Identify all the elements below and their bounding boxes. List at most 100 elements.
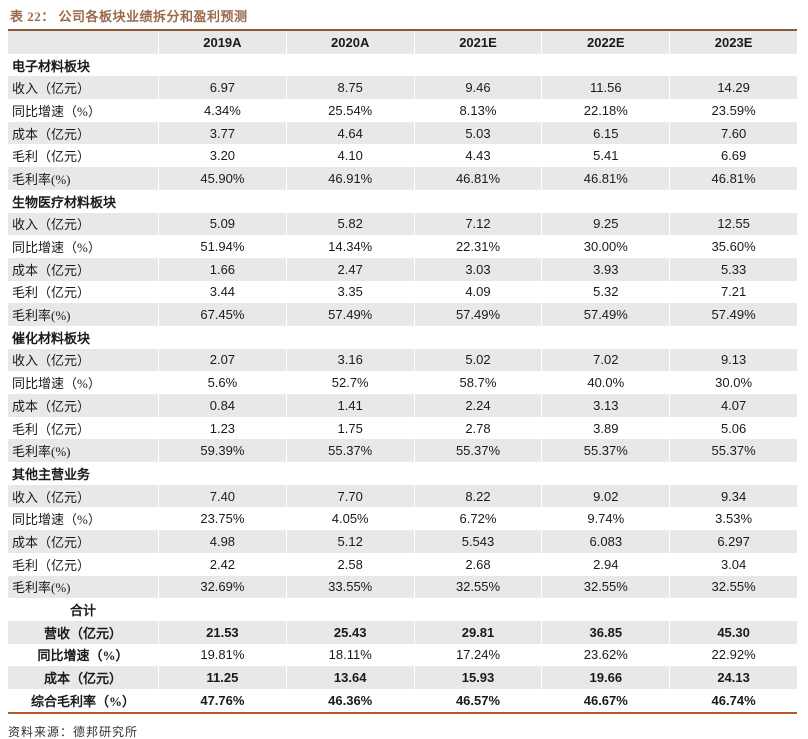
value-cell: 7.02 [541, 348, 670, 372]
value-cell: 6.72% [413, 507, 542, 531]
value-cell: 7.60 [669, 121, 797, 145]
value-cell: 12.55 [669, 212, 797, 236]
empty-cell [413, 598, 542, 621]
section-header-label: 其他主营业务 [8, 462, 797, 485]
value-cell: 6.15 [541, 121, 670, 145]
value-cell: 8.22 [413, 484, 542, 508]
value-cell: 57.49% [285, 303, 414, 326]
total-value-cell: 13.64 [285, 666, 414, 689]
row-label-cell: 毛利（亿元） [12, 421, 91, 437]
section-header-row: 生物医疗材料板块 [8, 189, 797, 213]
value-cell: 5.33 [669, 257, 797, 281]
empty-cell [669, 598, 797, 621]
section-header-label: 生物医疗材料板块 [8, 189, 797, 213]
value-cell: 3.77 [158, 121, 286, 145]
section-header-row: 催化材料板块 [8, 325, 797, 349]
table-row: 同比增速（%） 5.6% 52.7% 58.7% 40.0% 30.0% [8, 371, 797, 394]
value-cell: 5.12 [285, 530, 414, 553]
value-cell: 3.16 [285, 348, 414, 372]
row-label-cell: 毛利率(%) [8, 439, 158, 463]
total-value-cell: 23.62% [541, 643, 669, 667]
value-cell: 14.29 [669, 76, 797, 100]
row-label-cell: 收入（亿元） [8, 484, 158, 508]
table-row: 收入（亿元） 5.09 5.82 7.12 9.25 12.55 [8, 212, 797, 236]
value-cell: 4.98 [158, 530, 286, 553]
value-cell: 55.37% [541, 439, 670, 463]
row-label-cell: 毛利（亿元） [12, 149, 91, 165]
total-row-label-cell: 成本（亿元） [8, 666, 158, 689]
total-value-cell: 46.67% [541, 688, 669, 712]
table-row: 收入（亿元） 7.40 7.70 8.22 9.02 9.34 [8, 484, 797, 508]
table-row: 收入（亿元） 2.07 3.16 5.02 7.02 9.13 [8, 348, 797, 372]
row-label-cell: 成本（亿元） [8, 121, 158, 145]
value-cell: 1.23 [158, 416, 286, 440]
value-cell: 23.59% [669, 99, 797, 122]
table-row: 毛利（亿元） 3.20 4.10 4.43 5.41 6.69 [8, 144, 797, 168]
table-row: 同比增速（%） 4.34% 25.54% 8.13% 22.18% 23.59% [8, 99, 797, 122]
value-cell: 5.82 [285, 212, 414, 236]
value-cell: 5.09 [158, 212, 286, 236]
value-cell: 7.70 [285, 484, 414, 508]
value-cell: 2.07 [158, 348, 286, 372]
value-cell: 3.93 [541, 257, 670, 281]
value-cell: 7.40 [158, 484, 286, 508]
section-header-row: 其他主营业务 [8, 462, 797, 485]
section-header-row: 电子材料板块 [8, 53, 797, 77]
total-value-cell: 46.57% [413, 688, 542, 712]
table-row: 同比增速（%） 23.75% 4.05% 6.72% 9.74% 3.53% [8, 507, 797, 531]
year-header-2023e: 2023E [669, 31, 797, 54]
value-cell: 4.10 [285, 144, 414, 168]
table-row: 成本（亿元） 3.77 4.64 5.03 6.15 7.60 [8, 121, 797, 145]
row-label-cell: 毛利（亿元） [12, 285, 91, 301]
value-cell: 6.083 [541, 530, 670, 553]
value-cell: 5.32 [541, 280, 669, 304]
value-cell: 33.55% [285, 575, 414, 599]
value-cell: 32.55% [541, 575, 670, 599]
value-cell: 9.25 [541, 212, 670, 236]
table-row: 成本（亿元） 1.66 2.47 3.03 3.93 5.33 [8, 257, 797, 281]
value-cell: 32.55% [669, 575, 797, 599]
row-label-cell: 同比增速（%） [12, 103, 101, 119]
value-cell: 57.49% [669, 303, 797, 326]
value-cell: 57.49% [541, 303, 670, 326]
value-cell: 55.37% [285, 439, 414, 463]
row-label-cell: 收入（亿元） [8, 348, 158, 372]
source-note: 资料来源：德邦研究所 [8, 724, 139, 739]
row-label-cell: 同比增速（%） [12, 376, 101, 392]
total-value-cell: 46.74% [669, 688, 797, 712]
total-row-label-cell: 同比增速（%） [37, 648, 129, 664]
row-label-cell: 同比增速（%） [12, 240, 101, 256]
total-value-cell: 19.66 [541, 666, 670, 689]
value-cell: 9.74% [541, 507, 669, 531]
value-cell: 58.7% [413, 371, 542, 394]
value-cell: 22.18% [541, 99, 669, 122]
year-header-row: 2019A 2020A 2021E 2022E 2023E [8, 31, 797, 54]
table-row: 毛利率(%) 32.69% 33.55% 32.55% 32.55% 32.55% [8, 575, 797, 599]
value-cell: 6.97 [158, 76, 286, 100]
total-row: 营收（亿元） 21.53 25.43 29.81 36.85 45.30 [8, 620, 797, 644]
value-cell: 2.68 [413, 552, 542, 576]
empty-cell [541, 598, 670, 621]
value-cell: 8.75 [285, 76, 414, 100]
value-cell: 46.81% [413, 167, 542, 190]
value-cell: 55.37% [669, 439, 797, 463]
total-value-cell: 11.25 [158, 666, 286, 689]
value-cell: 2.42 [158, 552, 286, 576]
value-cell: 25.54% [285, 99, 414, 122]
value-cell: 7.12 [413, 212, 542, 236]
table-row: 毛利率(%) 67.45% 57.49% 57.49% 57.49% 57.49% [8, 303, 797, 326]
table-row: 毛利（亿元） 2.42 2.58 2.68 2.94 3.04 [8, 552, 797, 576]
value-cell: 40.0% [541, 371, 669, 394]
value-cell: 8.13% [413, 99, 542, 122]
value-cell: 3.53% [669, 507, 797, 531]
value-cell: 4.43 [413, 144, 542, 168]
total-value-cell: 18.11% [285, 643, 414, 667]
value-cell: 30.0% [669, 371, 797, 394]
total-value-cell: 36.85 [541, 620, 670, 644]
value-cell: 1.66 [158, 257, 286, 281]
empty-cell [285, 598, 414, 621]
value-cell: 14.34% [285, 235, 414, 258]
section-header-label: 催化材料板块 [8, 325, 797, 349]
value-cell: 45.90% [158, 167, 286, 190]
